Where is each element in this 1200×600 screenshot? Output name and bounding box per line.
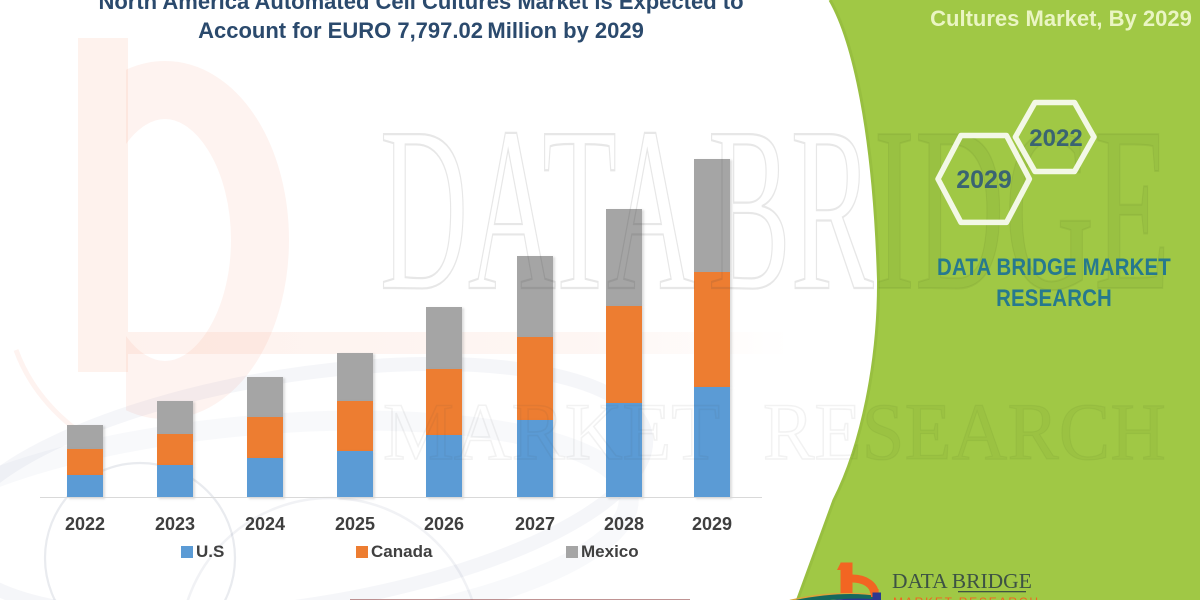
svg-text:DATA: DATA <box>380 79 695 339</box>
svg-text:2029: 2029 <box>956 166 1012 194</box>
svg-text:MARKET RESEARCH: MARKET RESEARCH <box>893 595 1040 600</box>
svg-text:2022: 2022 <box>1029 125 1082 152</box>
svg-text:DATA BRIDGE: DATA BRIDGE <box>892 569 1032 593</box>
svg-text:MARKET: MARKET <box>383 386 720 477</box>
